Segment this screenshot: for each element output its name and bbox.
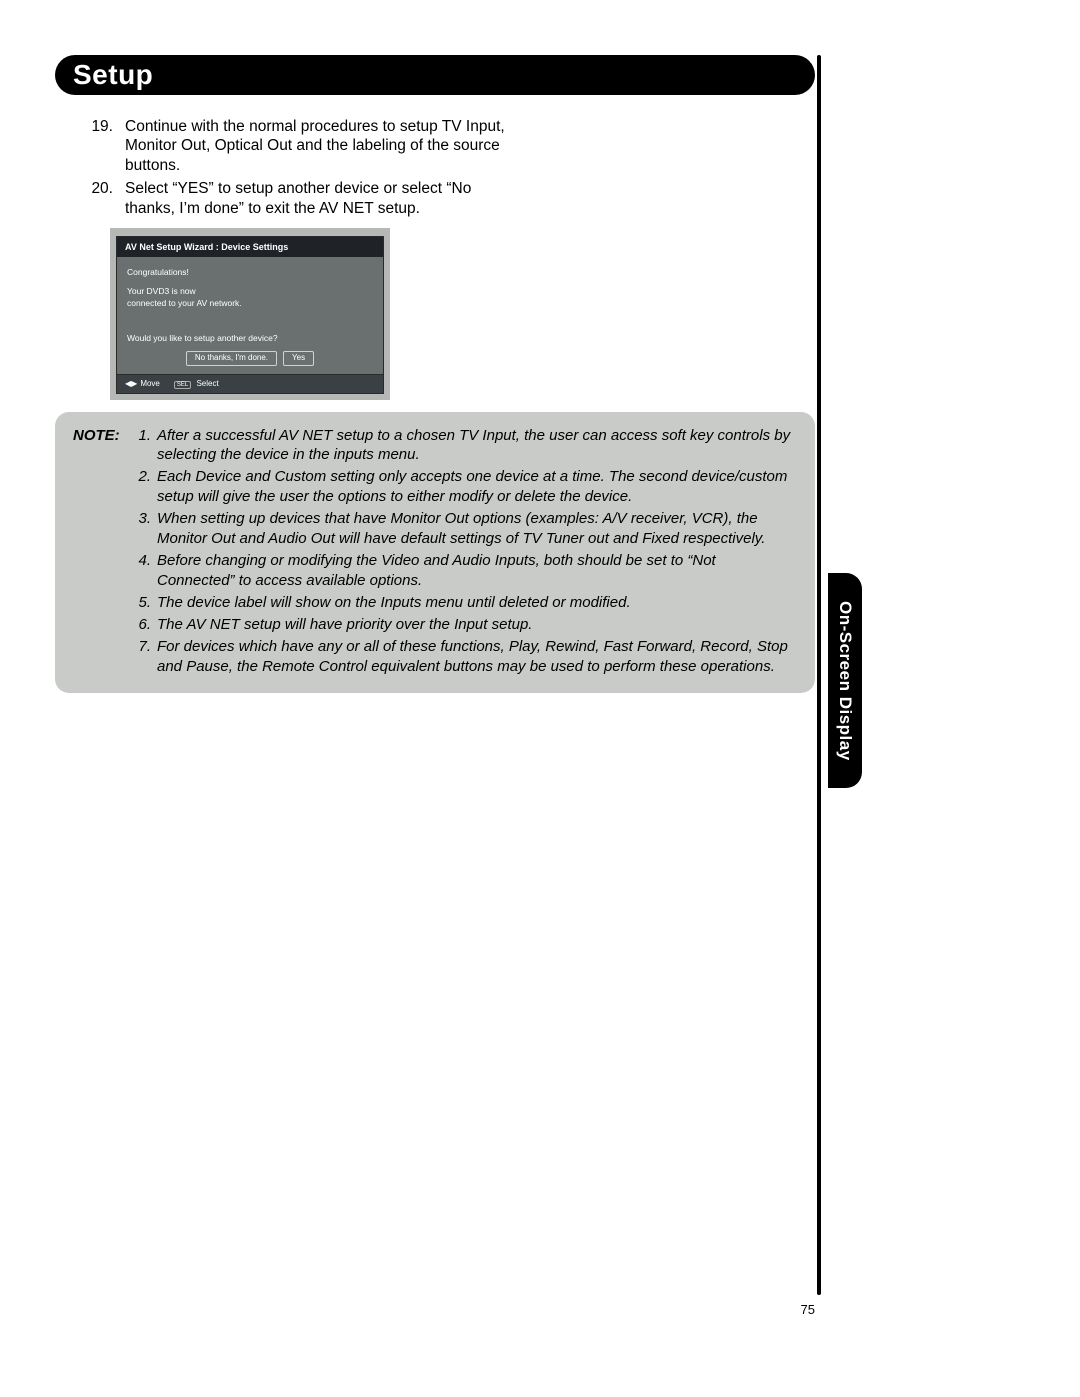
instruction-list: 19. Continue with the normal procedures … bbox=[85, 117, 505, 218]
instruction-item: 20. Select “YES” to setup another device… bbox=[85, 179, 505, 218]
wizard-body: Congratulations! Your DVD3 is now connec… bbox=[117, 257, 383, 374]
select-label: Select bbox=[196, 379, 218, 388]
note-list: 1.After a successful AV NET setup to a c… bbox=[135, 426, 797, 679]
note-text: The device label will show on the Inputs… bbox=[157, 593, 797, 613]
note-item: 6.The AV NET setup will have priority ov… bbox=[135, 615, 797, 635]
note-num: 1. bbox=[135, 426, 157, 466]
note-item: 1.After a successful AV NET setup to a c… bbox=[135, 426, 797, 466]
wizard-line2: connected to your AV network. bbox=[127, 298, 373, 309]
wizard-screenshot: AV Net Setup Wizard : Device Settings Co… bbox=[110, 228, 390, 400]
select-hint: SEL Select bbox=[174, 379, 219, 389]
move-label: Move bbox=[140, 379, 160, 388]
instruction-number: 20. bbox=[85, 179, 125, 218]
note-text: Each Device and Custom setting only acce… bbox=[157, 467, 797, 507]
note-num: 4. bbox=[135, 551, 157, 591]
instruction-item: 19. Continue with the normal procedures … bbox=[85, 117, 505, 175]
note-num: 3. bbox=[135, 509, 157, 549]
wizard-footer: ◀▶Move SEL Select bbox=[117, 374, 383, 393]
section-header: Setup bbox=[55, 55, 815, 95]
note-item: 2.Each Device and Custom setting only ac… bbox=[135, 467, 797, 507]
note-box: NOTE: 1.After a successful AV NET setup … bbox=[55, 412, 815, 693]
wizard-title-bar: AV Net Setup Wizard : Device Settings bbox=[117, 237, 383, 257]
note-item: 5.The device label will show on the Inpu… bbox=[135, 593, 797, 613]
wizard-congrats: Congratulations! bbox=[127, 267, 373, 278]
instruction-text: Continue with the normal procedures to s… bbox=[125, 117, 505, 175]
note-num: 5. bbox=[135, 593, 157, 613]
instruction-number: 19. bbox=[85, 117, 125, 175]
note-item: 7.For devices which have any or all of t… bbox=[135, 637, 797, 677]
wizard-question: Would you like to setup another device? bbox=[127, 333, 373, 344]
note-item: 3.When setting up devices that have Moni… bbox=[135, 509, 797, 549]
column-divider bbox=[817, 55, 821, 1295]
note-item: 4.Before changing or modifying the Video… bbox=[135, 551, 797, 591]
section-title: Setup bbox=[73, 59, 153, 91]
note-num: 2. bbox=[135, 467, 157, 507]
page-number: 75 bbox=[801, 1302, 815, 1317]
yes-button[interactable]: Yes bbox=[283, 351, 314, 366]
wizard-button-row: No thanks, I'm done. Yes bbox=[127, 351, 373, 366]
note-text: After a successful AV NET setup to a cho… bbox=[157, 426, 797, 466]
wizard-window: AV Net Setup Wizard : Device Settings Co… bbox=[116, 236, 384, 394]
note-text: When setting up devices that have Monito… bbox=[157, 509, 797, 549]
side-tab-label: On-Screen Display bbox=[835, 601, 855, 761]
move-hint: ◀▶Move bbox=[125, 379, 160, 389]
note-num: 7. bbox=[135, 637, 157, 677]
note-label: NOTE: bbox=[73, 426, 135, 679]
note-num: 6. bbox=[135, 615, 157, 635]
instruction-text: Select “YES” to setup another device or … bbox=[125, 179, 505, 218]
wizard-line1: Your DVD3 is now bbox=[127, 286, 373, 297]
page-container: Setup 19. Continue with the normal proce… bbox=[55, 55, 1025, 1345]
note-text: The AV NET setup will have priority over… bbox=[157, 615, 797, 635]
note-text: Before changing or modifying the Video a… bbox=[157, 551, 797, 591]
note-text: For devices which have any or all of the… bbox=[157, 637, 797, 677]
section-side-tab: On-Screen Display bbox=[828, 573, 862, 788]
sel-icon: SEL bbox=[174, 381, 191, 389]
arrows-icon: ◀▶ bbox=[125, 379, 137, 388]
no-thanks-button[interactable]: No thanks, I'm done. bbox=[186, 351, 277, 366]
